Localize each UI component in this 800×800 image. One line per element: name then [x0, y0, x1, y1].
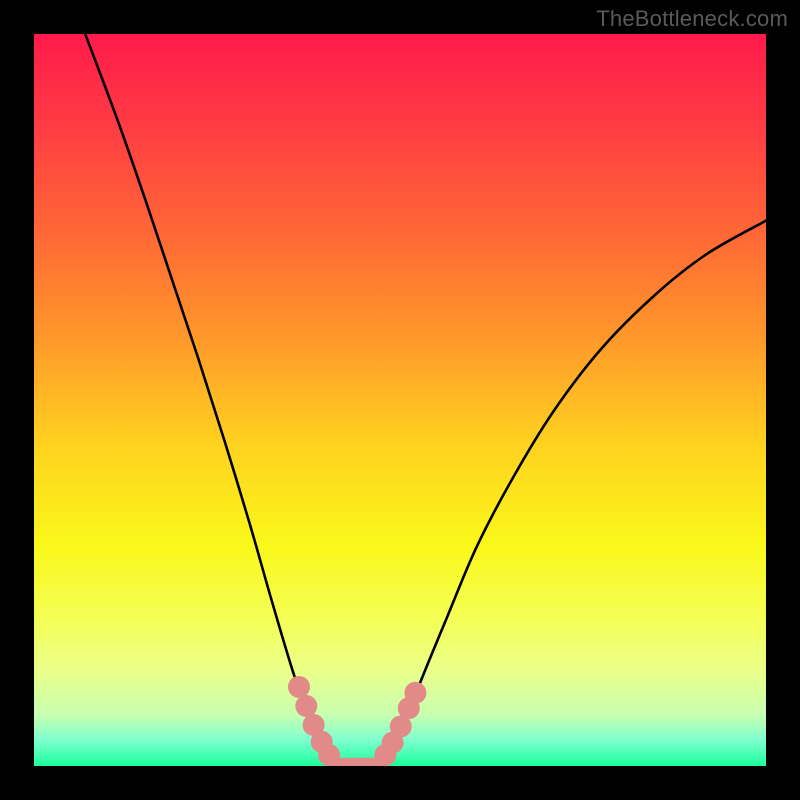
- plot-area: [34, 34, 766, 766]
- bottleneck-curve-right: [385, 221, 766, 759]
- chart-frame: TheBottleneck.com: [0, 0, 800, 800]
- data-marker: [288, 676, 310, 698]
- data-marker: [404, 682, 426, 704]
- marker-group-right: [374, 682, 426, 766]
- watermark-text: TheBottleneck.com: [596, 6, 788, 32]
- bottleneck-curve-left: [85, 34, 330, 759]
- data-marker: [318, 744, 340, 766]
- data-marker: [295, 695, 317, 717]
- marker-group-left: [288, 676, 340, 766]
- curve-layer: [34, 34, 766, 766]
